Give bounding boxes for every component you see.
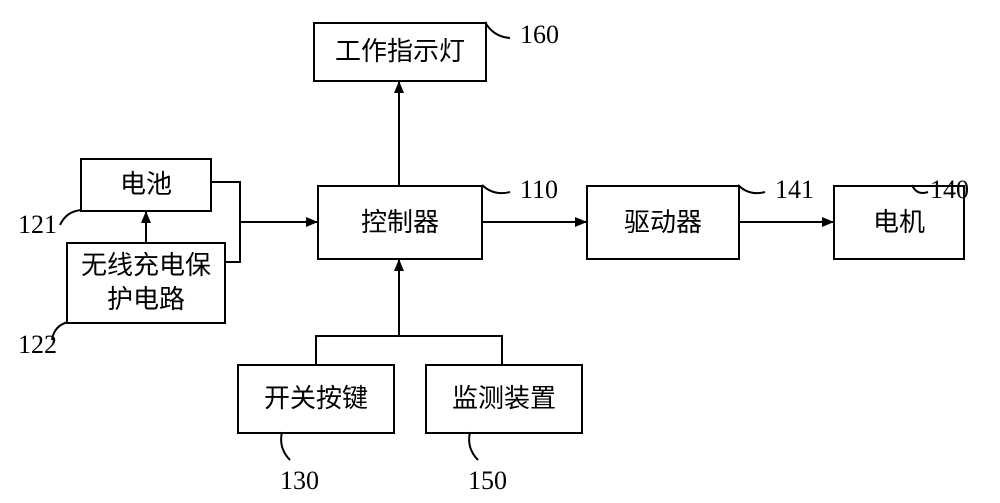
callout-160: 160 bbox=[520, 20, 559, 50]
node-label: 工作指示灯 bbox=[335, 35, 465, 69]
node-switch-button: 开关按键 bbox=[237, 364, 395, 434]
node-label: 电池 bbox=[120, 168, 172, 202]
node-label: 监测装置 bbox=[452, 382, 556, 416]
callout-110: 110 bbox=[520, 175, 558, 205]
callout-130: 130 bbox=[280, 466, 319, 496]
callout-121: 121 bbox=[18, 210, 57, 240]
node-controller: 控制器 bbox=[317, 185, 483, 260]
callout-140: 140 bbox=[930, 175, 969, 205]
node-driver: 驱动器 bbox=[586, 185, 740, 260]
node-monitor: 监测装置 bbox=[425, 364, 583, 434]
diagram-canvas: 工作指示灯 电池 无线充电保护电路 控制器 驱动器 电机 开关按键 监测装置 1… bbox=[0, 0, 1000, 503]
node-label: 驱动器 bbox=[624, 206, 702, 240]
node-label: 无线充电保护电路 bbox=[81, 249, 211, 317]
node-label: 控制器 bbox=[361, 206, 439, 240]
node-wireless-protect: 无线充电保护电路 bbox=[66, 242, 226, 324]
node-battery: 电池 bbox=[80, 158, 212, 212]
callout-122: 122 bbox=[18, 330, 57, 360]
callout-150: 150 bbox=[468, 466, 507, 496]
callout-141: 141 bbox=[775, 175, 814, 205]
node-indicator-light: 工作指示灯 bbox=[313, 22, 487, 82]
node-label: 电机 bbox=[873, 206, 925, 240]
node-label: 开关按键 bbox=[264, 382, 368, 416]
